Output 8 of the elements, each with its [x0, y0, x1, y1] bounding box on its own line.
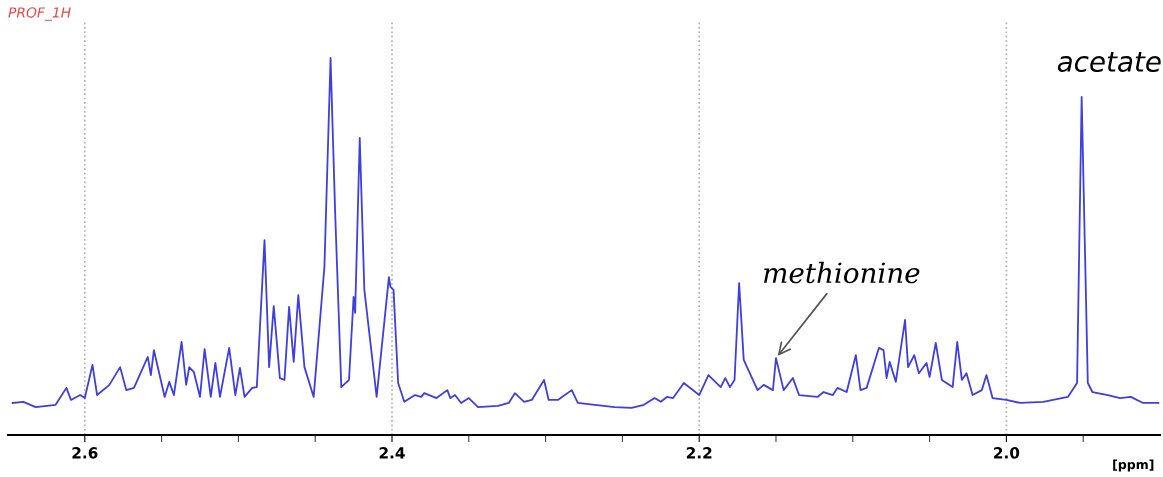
x-tick-label: 2.6 [72, 447, 98, 459]
annotation: methionine [764, 261, 920, 284]
x-tick-label: 2.0 [994, 447, 1020, 459]
annotation: acetate [1057, 52, 1161, 72]
x-axis-title: [ppm] [1113, 459, 1154, 472]
x-tick-label: 2.4 [379, 447, 405, 459]
chart-title: PROF_1H [8, 7, 71, 21]
x-tick-label: 2.2 [686, 447, 712, 459]
